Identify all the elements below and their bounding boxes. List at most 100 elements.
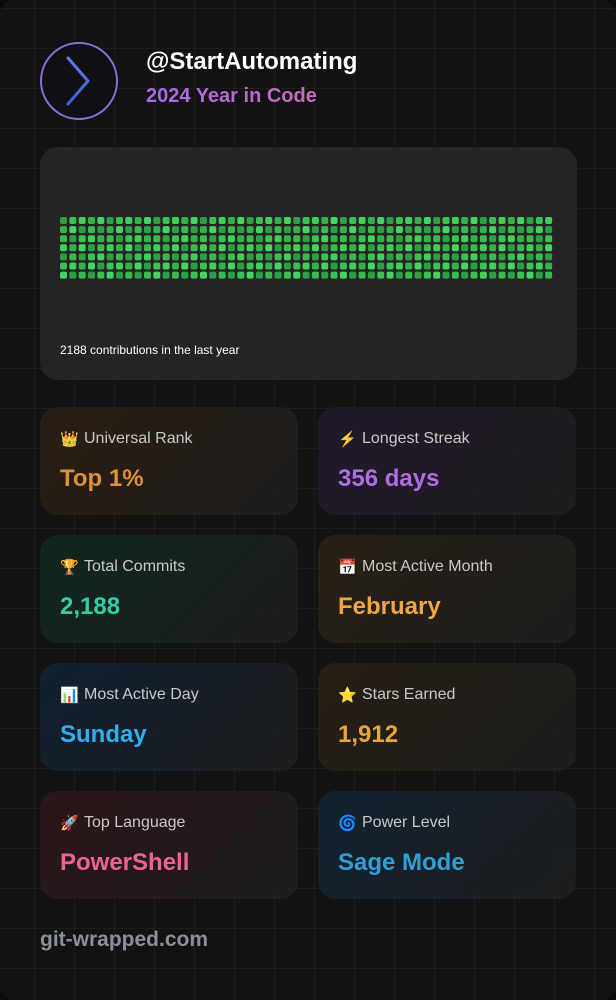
contribution-cell [349,244,357,252]
stat-label: Most Active Month [362,558,493,575]
contribution-cell [153,217,161,224]
contribution-cell [190,262,198,270]
contribution-cell [330,235,338,243]
contribution-cell [545,271,553,279]
contribution-cell [190,271,198,279]
contribution-cell [125,235,133,243]
contribution-cell [507,244,515,252]
contribution-cell [265,226,273,234]
contribution-cell [153,253,161,261]
contribution-cell [517,253,525,261]
contribution-cell [255,217,263,224]
contribution-cell [330,244,338,252]
contribution-graph-panel: 2188 contributions in the last year [40,147,577,380]
lightning-icon: ⚡ [338,431,357,448]
star-icon: ⭐ [338,687,357,704]
contribution-cell [433,271,441,279]
contribution-cell [330,262,338,270]
contribution-cell [405,262,413,270]
contribution-cell [386,262,394,270]
contribution-cell [545,253,553,261]
contribution-cell [162,226,170,234]
contribution-cell [433,235,441,243]
contribution-cell [479,271,487,279]
contribution-cell [283,235,291,243]
contribution-cell [218,262,226,270]
contribution-cell [526,271,534,279]
contribution-cell [209,244,217,252]
contribution-cell [171,235,179,243]
contribution-cell [246,262,254,270]
contribution-cell [479,244,487,252]
stat-label: Total Commits [84,558,186,575]
contribution-cell [265,253,273,261]
contribution-cell [451,262,459,270]
contribution-cell [489,226,497,234]
stat-value: PowerShell [60,849,190,876]
contribution-cell [377,244,385,252]
contribution-cell [395,244,403,252]
contribution-cell [470,262,478,270]
contribution-cell [321,262,329,270]
stat-label: Most Active Day [84,686,199,703]
contribution-cell [255,271,263,279]
contribution-cell [199,253,207,261]
contribution-cell [60,262,67,270]
contribution-cell [302,244,310,252]
contribution-cell [293,217,301,224]
contribution-cell [218,226,226,234]
calendar-icon: 📅 [338,559,357,576]
contribution-cell [545,235,553,243]
contribution-cell [498,271,506,279]
contribution-cell [414,262,422,270]
stat-card: ⚡ Longest Streak 356 days [318,407,576,515]
contribution-cell [153,235,161,243]
contribution-cell [442,253,450,261]
contribution-cell [442,235,450,243]
contribution-cell [190,235,198,243]
contribution-cell [442,226,450,234]
contribution-cell [498,226,506,234]
contribution-cell [190,253,198,261]
contribution-cell [367,253,375,261]
contribution-cell [115,217,123,224]
contribution-cell [293,235,301,243]
contribution-cell [535,235,543,243]
contribution-cell [199,271,207,279]
contribution-cell [461,271,469,279]
contributions-summary: 2188 contributions in the last year [60,343,240,357]
contribution-cell [498,253,506,261]
contribution-cell [507,235,515,243]
contribution-cell [405,217,413,224]
contribution-cell [87,271,95,279]
contribution-cell [181,262,189,270]
contribution-cell [451,253,459,261]
contribution-cell [489,253,497,261]
contribution-cell [199,244,207,252]
contribution-cell [181,244,189,252]
contribution-cell [526,262,534,270]
contribution-cell [358,235,366,243]
contribution-cell [526,217,534,224]
contribution-cell [255,253,263,261]
contribution-cell [293,226,301,234]
contribution-cell [367,262,375,270]
contribution-cell [461,253,469,261]
contribution-cell [498,262,506,270]
contribution-cell [237,235,245,243]
contribution-cell [302,235,310,243]
contribution-cell [302,253,310,261]
contribution-cell [507,253,515,261]
contribution-cell [106,262,114,270]
contribution-cell [395,271,403,279]
contribution-cell [293,271,301,279]
contribution-cell [255,262,263,270]
footer-site[interactable]: git-wrapped.com [40,928,209,951]
contribution-cell [69,217,77,224]
contribution-cell [237,244,245,252]
contribution-cell [442,217,450,224]
contribution-cell [87,235,95,243]
contribution-cell [265,235,273,243]
contribution-cell [218,244,226,252]
contribution-cell [227,244,235,252]
